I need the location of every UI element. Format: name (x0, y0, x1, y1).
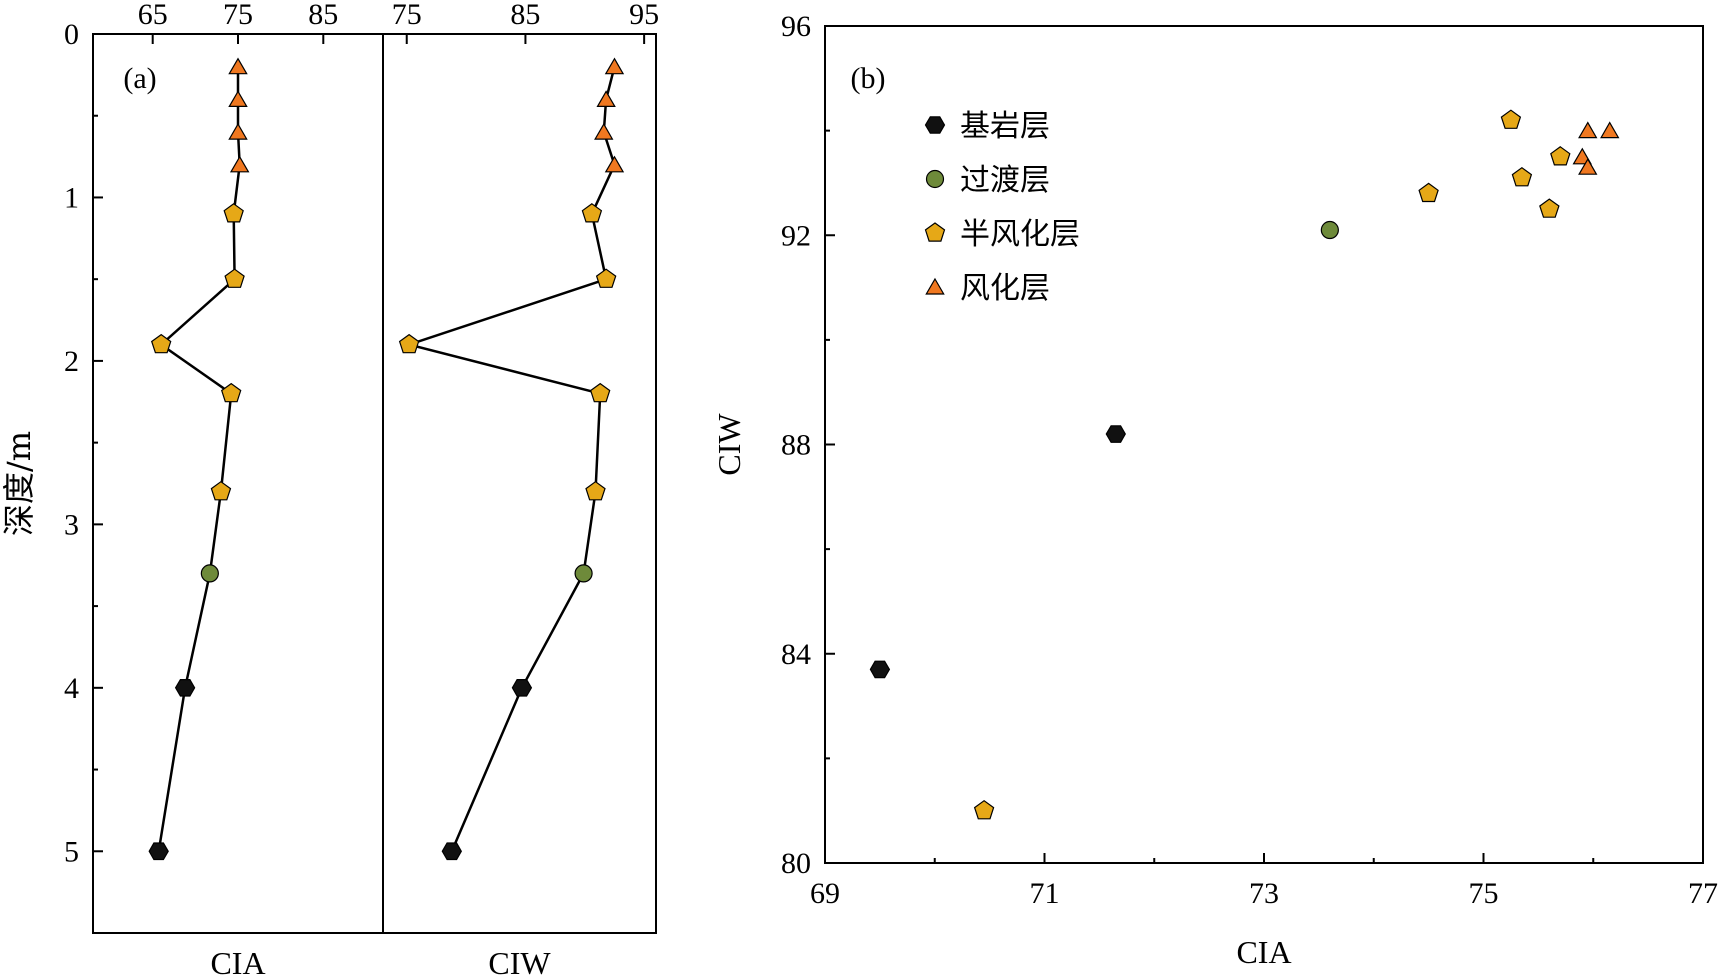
x-tick-label: 71 (1030, 877, 1060, 910)
profile-point-transition (574, 564, 593, 583)
profile-point-bedrock (441, 842, 462, 861)
top-tick-label: 75 (223, 0, 253, 31)
profile-point-semi_weathered (581, 203, 603, 223)
scatter-point-semi_weathered (1550, 146, 1571, 166)
profile-point-semi_weathered (150, 333, 172, 354)
panel-b-frame (824, 25, 1704, 864)
panel-b-ylabel: CIW (711, 413, 747, 476)
profile-point-weathered (228, 90, 248, 108)
profile-line-cia (157, 66, 241, 852)
y-tick-label: 92 (781, 219, 811, 252)
profile-point-weathered (594, 122, 614, 140)
panel-b-label: (b) (851, 62, 886, 95)
scatter-point-bedrock (1105, 425, 1126, 443)
panel-a-label: (a) (123, 62, 156, 95)
depth-tick-label: 3 (64, 508, 79, 541)
profile-point-weathered (228, 57, 248, 75)
profile-point-semi_weathered (224, 268, 245, 288)
legend-label-semi_weathered: 半风化层 (960, 217, 1080, 252)
profile-point-semi_weathered (585, 480, 606, 501)
depth-axis-title: 深度/m (0, 431, 38, 536)
scatter-point-semi_weathered (973, 799, 995, 820)
depth-tick-label: 5 (64, 835, 79, 868)
legend-marker-semi_weathered (924, 222, 946, 242)
profile-point-weathered (604, 155, 625, 173)
panel-a-xlabel-ciw: CIW (488, 945, 551, 977)
x-tick-label: 77 (1688, 877, 1718, 910)
scatter-point-bedrock (869, 660, 891, 679)
profile-point-bedrock (511, 678, 533, 697)
scatter-point-weathered (1600, 121, 1620, 139)
profile-point-transition (200, 564, 219, 583)
scatter-point-semi_weathered (1500, 109, 1522, 129)
profile-point-semi_weathered (210, 480, 232, 501)
scatter-point-transition (1320, 220, 1339, 240)
profile-point-bedrock (148, 842, 169, 861)
legend-marker-bedrock (924, 116, 946, 134)
depth-tick-label: 1 (64, 181, 79, 214)
panel-a-xlabel-cia: CIA (210, 945, 265, 977)
x-tick-label: 75 (1469, 877, 1499, 910)
top-tick-label: 85 (510, 0, 540, 31)
scatter-point-weathered (1578, 157, 1598, 175)
profile-point-bedrock (174, 678, 196, 697)
top-tick-label: 85 (308, 0, 338, 31)
profile-point-weathered (604, 57, 625, 75)
profile-point-weathered (228, 122, 248, 140)
top-tick-label: 75 (392, 0, 422, 31)
top-tick-label: 95 (629, 0, 659, 31)
profile-point-weathered (229, 155, 250, 173)
scatter-point-weathered (1578, 121, 1598, 139)
profile-point-semi_weathered (220, 382, 242, 403)
profile-point-semi_weathered (595, 268, 617, 288)
profile-point-semi_weathered (398, 333, 420, 354)
top-tick-label: 65 (138, 0, 168, 31)
scatter-point-semi_weathered (1418, 182, 1439, 203)
depth-tick-label: 2 (64, 345, 79, 378)
y-tick-label: 96 (781, 10, 811, 43)
profile-line-ciw (404, 66, 616, 852)
legend-label-bedrock: 基岩层 (960, 109, 1050, 144)
legend-marker-transition (925, 169, 945, 189)
profile-point-semi_weathered (589, 382, 611, 403)
y-tick-label: 88 (781, 429, 811, 462)
x-tick-label: 73 (1249, 877, 1279, 910)
y-tick-label: 84 (781, 638, 811, 671)
panel-a-frame (92, 33, 657, 934)
y-tick-label: 80 (781, 847, 811, 880)
depth-tick-label: 4 (64, 672, 79, 705)
profile-point-semi_weathered (223, 203, 244, 223)
depth-tick-label: 0 (64, 18, 79, 51)
scatter-point-semi_weathered (1511, 166, 1533, 187)
legend-label-transition: 过渡层 (960, 163, 1050, 198)
legend-marker-weathered (925, 277, 945, 295)
scatter-point-semi_weathered (1539, 198, 1560, 218)
profile-point-weathered (596, 90, 616, 108)
panel-b-xlabel: CIA (1236, 934, 1291, 970)
legend-label-weathered: 风化层 (960, 271, 1050, 306)
scatter-point-weathered (1572, 147, 1592, 165)
x-tick-label: 69 (810, 877, 840, 910)
